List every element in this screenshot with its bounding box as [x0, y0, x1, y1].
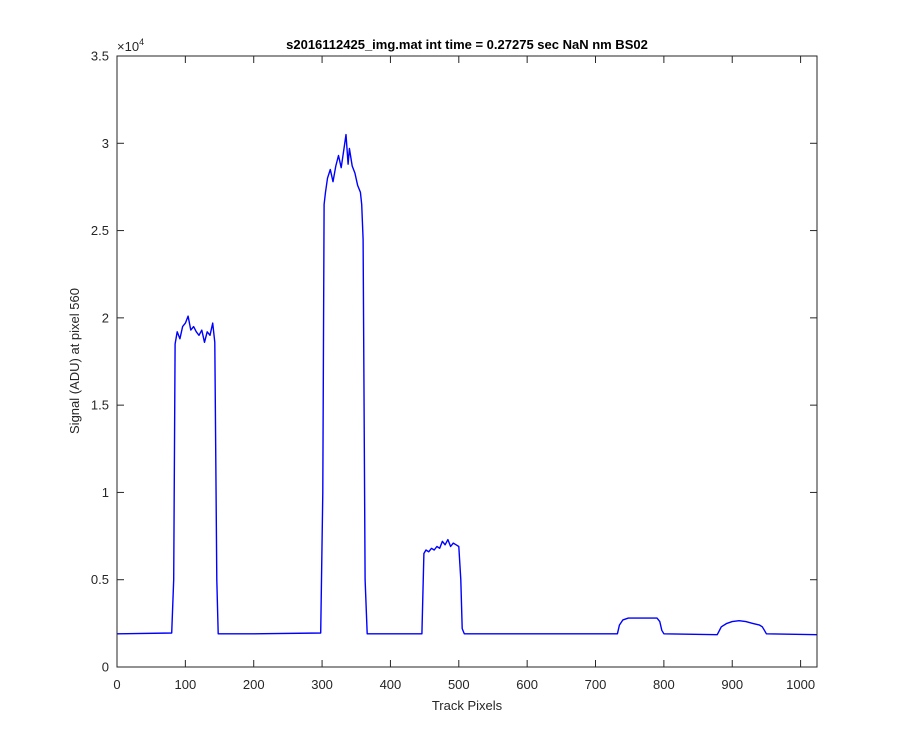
y-tick-label: 2 [102, 310, 109, 325]
x-tick-label: 500 [448, 677, 470, 692]
y-axis: 0 0.5 1 1.5 2 2.5 3 3.5 [91, 49, 817, 675]
y-axis-title: Signal (ADU) at pixel 560 [67, 288, 82, 434]
x-tick-label: 700 [585, 677, 607, 692]
series-line [116, 133, 818, 636]
y-tick-label: 3.5 [91, 49, 109, 64]
x-axis-title: Track Pixels [432, 698, 503, 713]
axes-box [116, 55, 818, 668]
x-tick-label: 600 [516, 677, 538, 692]
x-tick-label: 100 [175, 677, 197, 692]
y-tick-label: 1.5 [91, 398, 109, 413]
x-tick-label: 400 [380, 677, 402, 692]
y-tick-label: 1 [102, 485, 109, 500]
chart-title: s2016112425_img.mat int time = 0.27275 s… [286, 37, 648, 52]
x-tick-label: 300 [311, 677, 333, 692]
y-tick-label: 0 [102, 660, 109, 675]
x-tick-label: 0 [113, 677, 120, 692]
x-tick-label: 900 [721, 677, 743, 692]
x-tick-label: 200 [243, 677, 265, 692]
y-tick-label: 0.5 [91, 572, 109, 587]
y-tick-label: 2.5 [91, 223, 109, 238]
series-layer [116, 133, 818, 636]
y-tick-label: 3 [102, 136, 109, 151]
x-tick-label: 1000 [786, 677, 815, 692]
x-axis: 0 100 200 300 400 500 600 700 800 900 1000 [113, 56, 815, 692]
y-exponent-label: ×104 [117, 37, 144, 54]
plot-area [117, 56, 817, 667]
x-tick-label: 800 [653, 677, 675, 692]
